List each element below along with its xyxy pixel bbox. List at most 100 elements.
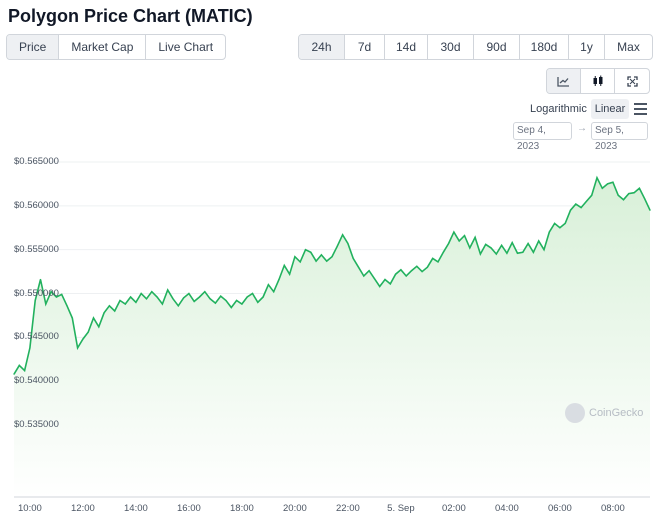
price-point	[315, 260, 317, 262]
fullscreen-button[interactable]	[615, 69, 649, 93]
price-point	[103, 312, 105, 314]
price-point	[304, 249, 307, 251]
price-point	[71, 317, 73, 319]
price-point	[177, 305, 179, 307]
price-point	[410, 270, 413, 272]
price-point	[554, 222, 556, 224]
price-point	[442, 251, 444, 253]
price-point	[156, 296, 158, 298]
x-tick-label: 18:00	[230, 503, 254, 514]
price-point	[77, 347, 79, 349]
x-tick-label: 5. Sep	[387, 503, 415, 514]
x-tick-label: 12:00	[71, 503, 95, 514]
price-point	[87, 331, 89, 333]
candlestick-button[interactable]	[581, 69, 615, 93]
line-chart-button[interactable]	[547, 69, 581, 93]
price-point	[167, 289, 169, 291]
range-max[interactable]: Max	[617, 40, 640, 54]
scale-linear[interactable]: Linear	[591, 99, 629, 119]
price-point	[347, 242, 349, 245]
price-point	[320, 254, 322, 256]
price-point	[527, 242, 529, 245]
price-point	[220, 295, 222, 297]
y-tick-label: $0.545000	[14, 331, 59, 343]
price-point	[506, 252, 508, 254]
price-point	[198, 296, 201, 298]
price-point	[299, 261, 301, 263]
price-point	[622, 199, 625, 201]
price-point	[251, 292, 254, 295]
tab-price[interactable]: Price	[7, 35, 60, 59]
price-point	[628, 192, 630, 195]
range-30d[interactable]: 30d	[428, 35, 474, 59]
scale-logarithmic[interactable]: Logarithmic	[530, 103, 587, 115]
page-title: Polygon Price Chart (MATIC)	[8, 6, 253, 26]
price-point	[421, 270, 423, 273]
price-point	[188, 292, 190, 295]
price-point	[585, 200, 588, 203]
price-point	[241, 303, 243, 305]
chart-type-toggle	[546, 68, 650, 94]
date-range-arrow: →	[577, 123, 587, 134]
y-tick-label: $0.540000	[14, 375, 59, 387]
price-point	[564, 222, 566, 224]
price-point	[638, 187, 641, 189]
price-point	[214, 302, 216, 304]
price-point	[310, 251, 312, 253]
price-point	[522, 251, 524, 253]
price-point	[45, 303, 47, 305]
price-point	[569, 209, 572, 211]
price-point	[225, 299, 227, 302]
price-point	[379, 285, 381, 288]
price-point	[575, 203, 577, 205]
range-14d[interactable]: 14d	[385, 35, 428, 59]
x-tick-label: 14:00	[124, 503, 148, 514]
price-point	[538, 240, 540, 242]
date-to-input[interactable]: Sep 5, 2023	[591, 122, 648, 152]
range-180d[interactable]: 180d	[520, 35, 569, 59]
price-point	[267, 284, 269, 286]
price-point	[532, 251, 535, 253]
price-point	[230, 306, 232, 309]
price-point	[204, 291, 206, 293]
price-point	[262, 296, 264, 298]
price-point	[151, 291, 153, 293]
price-point	[326, 260, 328, 262]
price-point	[617, 194, 619, 196]
hamburger-menu-icon[interactable]	[634, 103, 647, 115]
price-point	[644, 198, 646, 200]
price-point	[114, 310, 116, 312]
x-tick-label: 06:00	[548, 503, 572, 514]
price-point	[458, 240, 460, 242]
price-point	[34, 299, 36, 302]
line-chart-icon	[557, 76, 569, 87]
price-point	[92, 317, 95, 319]
price-point	[580, 206, 582, 209]
fullscreen-icon	[626, 75, 638, 87]
price-point	[601, 187, 603, 189]
tab-market-cap[interactable]: Market Cap	[59, 35, 147, 59]
price-point	[469, 247, 471, 249]
range-1y[interactable]: 1y	[569, 35, 605, 59]
price-point	[511, 242, 513, 244]
price-point	[453, 231, 455, 233]
price-point	[432, 257, 434, 260]
price-point	[474, 236, 476, 238]
price-point	[273, 291, 275, 293]
date-from-input[interactable]: Sep 4, 2023	[513, 122, 572, 152]
price-point	[130, 296, 132, 298]
range-90d[interactable]: 90d	[474, 35, 520, 59]
y-tick-label: $0.550000	[14, 287, 59, 299]
price-point	[140, 292, 142, 295]
price-point	[437, 261, 439, 263]
tab-live-chart[interactable]: Live Chart	[158, 40, 214, 54]
x-tick-label: 16:00	[177, 503, 201, 514]
x-tick-label: 20:00	[283, 503, 307, 514]
range-24h[interactable]: 24h	[299, 35, 345, 59]
price-point	[357, 266, 360, 268]
price-point	[257, 301, 259, 303]
x-tick-label: 02:00	[442, 503, 466, 514]
range-7d[interactable]: 7d	[345, 35, 385, 59]
candlestick-icon	[593, 75, 602, 86]
